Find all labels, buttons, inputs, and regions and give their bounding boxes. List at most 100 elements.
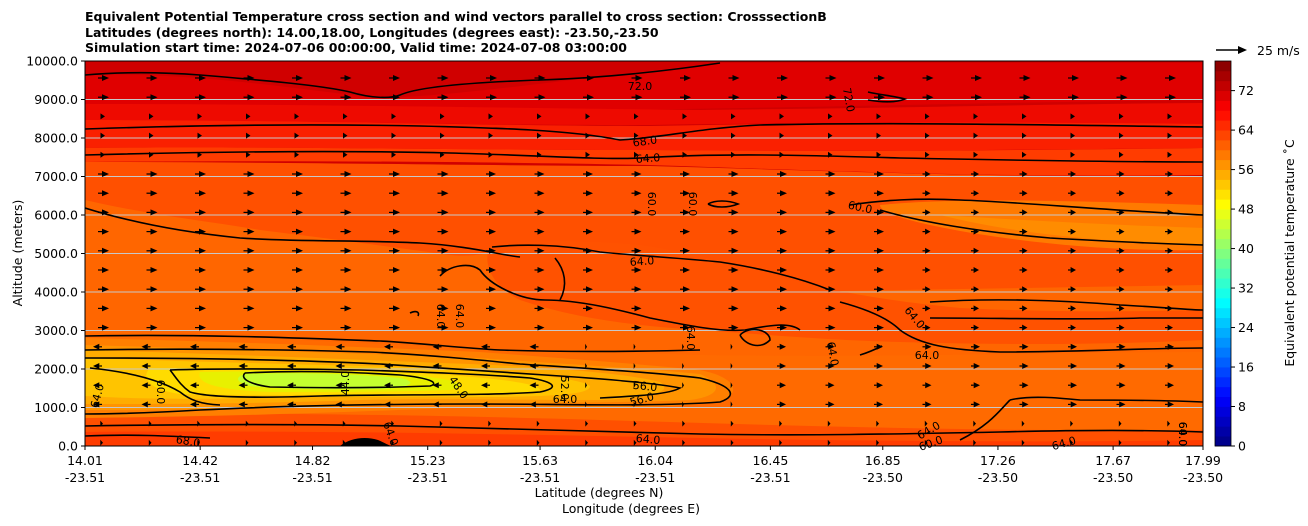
wind-vector — [780, 286, 787, 293]
wind-vector — [294, 113, 299, 120]
x-tick-label-lat: 17.67 — [1095, 453, 1131, 468]
x-tick-label-lat: 16.04 — [637, 453, 673, 468]
wind-vector — [393, 228, 400, 235]
wind-vector — [973, 228, 979, 235]
contour-label: 68.0 — [175, 433, 201, 450]
contour-label: 64.0 — [915, 349, 940, 362]
wind-vector — [1119, 151, 1124, 158]
wind-vector — [682, 420, 685, 427]
wind-vector — [634, 247, 642, 254]
wind-vector — [731, 151, 736, 158]
wind-vector — [926, 94, 934, 101]
wind-vector — [829, 75, 837, 81]
wind-vector — [780, 209, 787, 216]
colorbar-swatch — [1215, 228, 1231, 240]
wind-vector — [1167, 286, 1173, 293]
wind-vector — [877, 286, 884, 293]
wind-vector — [925, 247, 931, 254]
wind-vector — [876, 113, 881, 120]
wind-vector — [1119, 324, 1125, 331]
wind-vector — [973, 286, 979, 293]
wind-vector — [141, 401, 148, 408]
wind-vector — [586, 228, 593, 235]
wind-vector — [925, 363, 932, 369]
contour-line — [85, 334, 701, 353]
wind-vector — [925, 343, 932, 350]
wind-vector — [102, 209, 109, 216]
wind-vector — [440, 132, 445, 139]
wind-vector — [247, 305, 255, 312]
x-axis: 14.01 -23.51 14.42 -23.51 14.82 -23.51 15.23 -2… — [65, 446, 1223, 485]
wind-vector — [393, 324, 400, 331]
wind-vector — [1167, 439, 1170, 446]
wind-vector — [1070, 401, 1077, 408]
wind-vector — [343, 132, 348, 139]
wind-vector — [780, 305, 787, 312]
contour-line — [439, 264, 801, 332]
wind-vector — [1070, 190, 1076, 197]
wind-vector — [781, 75, 788, 81]
colorbar-swatch — [1215, 80, 1231, 92]
wind-vector — [536, 420, 540, 427]
band-46-low — [238, 373, 411, 390]
colorbar-swatch — [1215, 189, 1231, 200]
wind-vector — [731, 267, 739, 273]
wind-vector — [344, 267, 352, 273]
contour-label: 64.0 — [635, 151, 660, 166]
wind-vector — [973, 420, 976, 427]
wind-vector — [481, 382, 488, 389]
contour-line — [929, 299, 1203, 311]
wind-vector — [102, 228, 109, 235]
wind-vector — [1022, 305, 1028, 312]
wind-vector — [1120, 75, 1128, 81]
wind-vector — [780, 267, 787, 273]
x-tick-label-lat: 14.01 — [67, 453, 103, 468]
x-axis-label-lon: Longitude (degrees E) — [562, 501, 700, 516]
wind-vector — [529, 343, 536, 350]
contour-line — [85, 150, 1203, 163]
wind-vector — [150, 267, 158, 273]
wind-vector — [537, 209, 545, 216]
wind-vector — [683, 228, 690, 235]
contour-line — [85, 434, 211, 439]
wind-vector — [1022, 247, 1028, 254]
wind-vector — [730, 363, 733, 369]
wind-vector — [731, 132, 736, 139]
x-tick-label-lat: 16.45 — [753, 453, 789, 468]
wind-vector — [876, 132, 881, 139]
wind-vector — [683, 324, 690, 331]
wind-vector — [585, 382, 587, 389]
wind-vector — [1070, 209, 1076, 216]
wind-vector — [925, 324, 931, 331]
contour-label: 60.0 — [847, 199, 874, 217]
contour-lines — [85, 62, 1203, 441]
wind-vector — [489, 190, 496, 197]
wind-vector — [633, 363, 636, 369]
colorbar-swatch — [1215, 347, 1231, 358]
wind-vector — [1167, 343, 1174, 350]
wind-vector — [537, 305, 545, 312]
colorbar-swatch — [1215, 406, 1231, 417]
wind-vector — [294, 132, 299, 139]
contour-label: 72.0 — [628, 80, 653, 93]
colorbar-swatch — [1215, 61, 1231, 72]
colorbar-swatch — [1215, 357, 1231, 368]
wind-vector — [294, 420, 297, 427]
contour-label: 56.0 — [632, 379, 658, 394]
wind-vector — [585, 132, 590, 139]
wind-vector — [199, 228, 206, 235]
contour-line — [85, 122, 1203, 141]
wind-vector — [730, 343, 733, 350]
colorbar-swatch — [1215, 179, 1231, 190]
wind-vector — [1120, 94, 1128, 101]
wind-vector — [247, 286, 255, 293]
wind-vector — [344, 228, 352, 235]
wind-vector — [440, 151, 445, 158]
wind-vector — [432, 382, 439, 389]
title-line-2: Latitudes (degrees north): 14.00,18.00, … — [85, 24, 659, 40]
wind-vector — [102, 267, 109, 273]
wind-vector — [1119, 267, 1125, 273]
wind-vector — [925, 171, 931, 177]
wind-vector — [102, 190, 109, 197]
wind-vector — [199, 171, 206, 177]
